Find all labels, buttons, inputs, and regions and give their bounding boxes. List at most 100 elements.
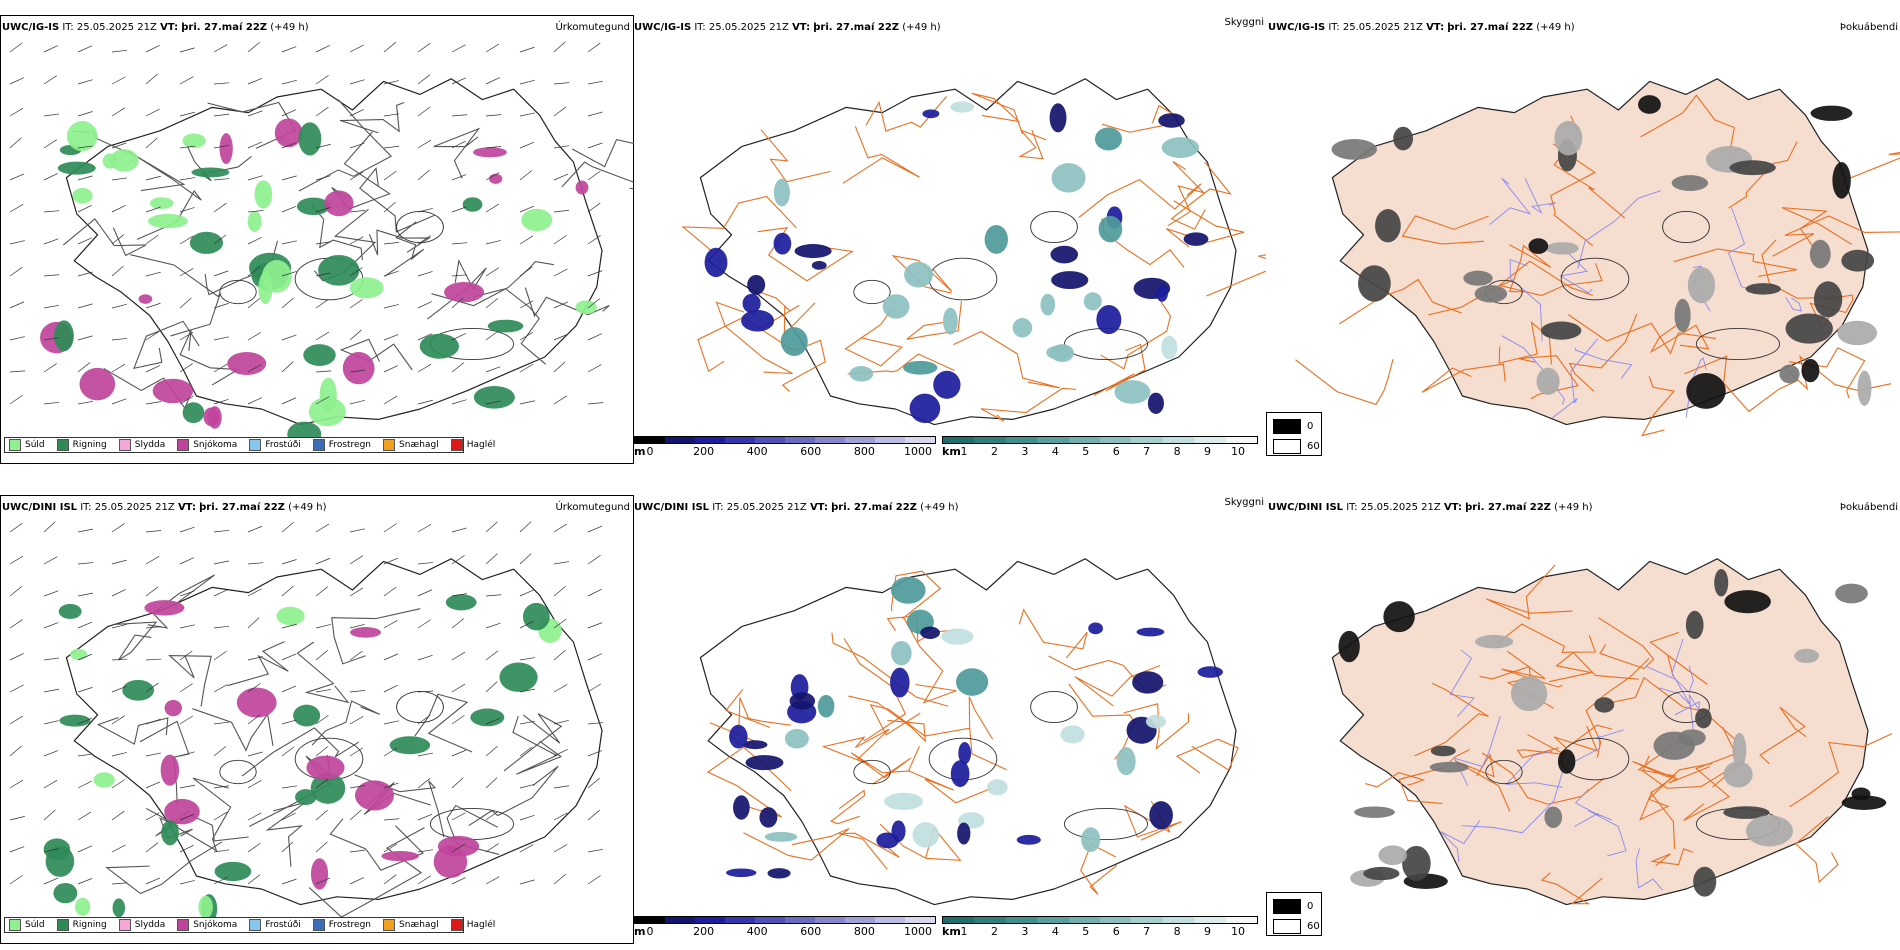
wind-barb: [485, 77, 500, 85]
field-patch: [1136, 627, 1165, 637]
wind-barb: [349, 142, 365, 149]
colorbar-tick-label: 800: [853, 925, 875, 938]
wind-barb: [247, 751, 263, 757]
river-line: [1635, 848, 1664, 891]
field-patch: [342, 352, 375, 385]
legend-swatch: [450, 439, 463, 451]
wind-barb: [145, 877, 161, 885]
wind-barb: [77, 79, 93, 85]
wind-barb: [587, 270, 603, 277]
wind-barb: [281, 685, 297, 693]
wind-barb: [213, 589, 228, 597]
colorbar-tick-label: 200: [693, 925, 715, 938]
wind-barb: [383, 557, 399, 565]
fog-header: UWC/DINI ISL IT: 25.05.2025 21Z VT: þri.…: [1268, 502, 1593, 513]
field-patch: [1094, 127, 1122, 151]
wind-barb: [145, 271, 161, 277]
road-line: [1794, 816, 1839, 884]
wind-barb: [213, 113, 230, 117]
glacier-outline: [1662, 210, 1710, 244]
colorbar-tick-label: 2: [990, 925, 998, 938]
wind-barb: [111, 177, 128, 181]
wind-barb: [349, 267, 363, 277]
wind-barb: [281, 585, 294, 597]
field-patch: [903, 360, 938, 375]
wind-barb: [281, 109, 297, 117]
wind-barb: [281, 361, 294, 373]
river-line: [1569, 729, 1624, 765]
field-patch: [276, 606, 305, 626]
legend-swatch: [312, 919, 325, 931]
wind-barb: [43, 720, 59, 725]
field-patch: [1161, 335, 1178, 360]
glacier-outline: [853, 279, 891, 305]
wind-barb: [179, 557, 194, 565]
field-patch: [884, 792, 924, 810]
wind-barb: [77, 687, 93, 693]
wind-barb: [43, 809, 56, 821]
field-patch: [182, 133, 206, 149]
wind-barb: [281, 240, 297, 245]
wind-barb: [485, 650, 499, 661]
wind-barb: [417, 271, 433, 277]
field-patch: [704, 247, 728, 278]
wind-barb: [145, 586, 159, 597]
wind-barb: [383, 170, 397, 181]
wind-barb: [213, 876, 228, 885]
visibility-panel-bottom: UWC/DINI ISL IT: 25.05.2025 21Z VT: þri.…: [634, 492, 1266, 944]
wind-barb: [451, 812, 466, 821]
wind-barb: [145, 718, 161, 725]
field-patch: [79, 367, 116, 401]
road-line: [1684, 355, 1799, 413]
wind-barb: [553, 173, 569, 181]
wind-barb: [247, 298, 260, 309]
wind-barb: [417, 875, 431, 885]
fog-legend-swatch: [1273, 919, 1301, 934]
wind-barb: [77, 592, 94, 597]
river-line: [1440, 820, 1481, 863]
field-patch: [350, 627, 381, 638]
wind-barb: [77, 753, 94, 757]
glacier-outline: [219, 759, 257, 785]
wind-barb: [451, 683, 466, 693]
road-line: [1637, 740, 1680, 849]
wind-barb: [247, 780, 262, 789]
field-patch: [1835, 583, 1868, 604]
wind-barb: [417, 42, 431, 53]
wind-barb: [43, 139, 57, 149]
road-line: [433, 127, 481, 179]
legend-swatch: [249, 919, 262, 931]
wind-barb: [43, 688, 60, 693]
wind-barb: [179, 784, 196, 789]
field-patch: [122, 679, 155, 701]
wind-barb: [281, 522, 294, 533]
wind-barb: [213, 336, 229, 341]
wind-barb: [485, 622, 501, 629]
wind-barb: [179, 650, 193, 661]
field-patch: [1851, 787, 1871, 801]
legend-label: Haglél: [466, 440, 496, 450]
wind-barb: [349, 849, 366, 853]
wind-barb: [417, 655, 433, 661]
wind-barb: [9, 336, 25, 341]
field-patch: [742, 293, 761, 314]
colorbar-tick-label: 600: [800, 925, 822, 938]
wind-barb: [77, 362, 91, 373]
iceland-coastline: [699, 78, 1237, 426]
wind-barb: [247, 210, 264, 213]
road-line: [843, 638, 907, 742]
wind-barb: [281, 623, 297, 629]
field-patch: [381, 851, 419, 862]
wind-barb: [111, 559, 127, 565]
colorbar-unit: m: [634, 925, 646, 938]
legend-item: Snæhagl: [383, 919, 439, 931]
field-patch: [1810, 105, 1853, 121]
road-line: [468, 765, 559, 827]
wind-barb: [111, 234, 125, 245]
road-line: [113, 621, 158, 661]
wind-barb: [281, 334, 297, 341]
legend-swatch: [56, 439, 69, 451]
field-patch: [433, 845, 468, 878]
field-patch: [1693, 866, 1717, 897]
wind-barb: [9, 816, 25, 821]
